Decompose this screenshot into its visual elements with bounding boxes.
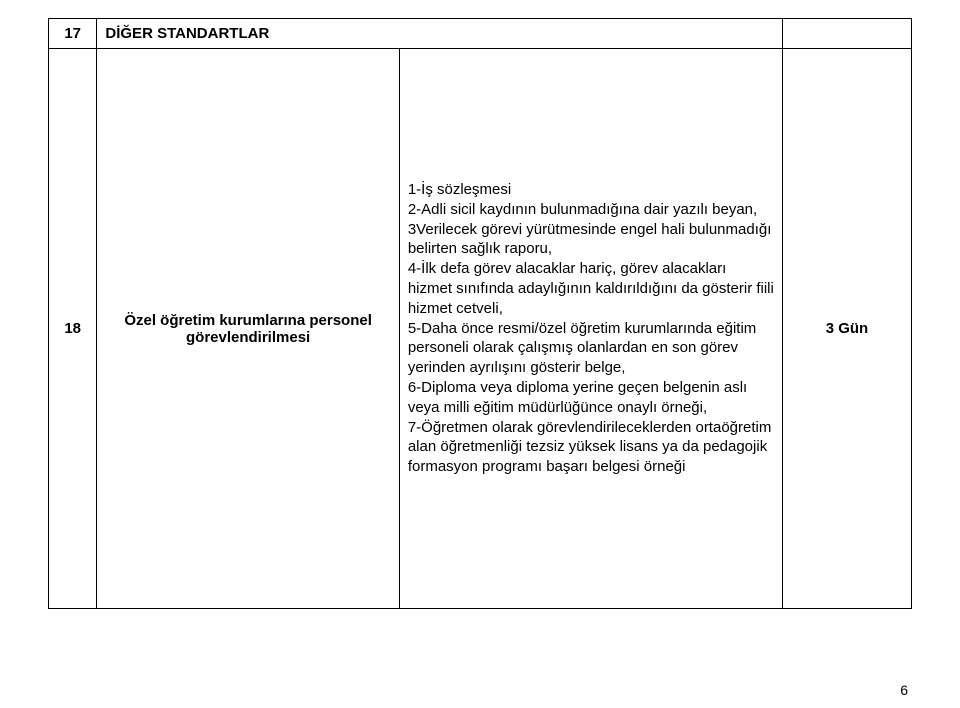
standards-heading: DİĞER STANDARTLAR: [97, 19, 783, 49]
row-18-duration: 3 Gün: [782, 49, 911, 609]
row-17: 17 DİĞER STANDARTLAR: [49, 19, 912, 49]
standards-table: 17 DİĞER STANDARTLAR 18 Özel öğretim kur…: [48, 18, 912, 609]
page: 17 DİĞER STANDARTLAR 18 Özel öğretim kur…: [0, 0, 960, 708]
page-number: 6: [900, 682, 908, 698]
row-18: 18 Özel öğretim kurumlarına personel gör…: [49, 49, 912, 609]
row-17-num: 17: [49, 19, 97, 49]
row-18-num: 18: [49, 49, 97, 609]
row-18-requirements: 1-İş sözleşmesi2-Adli sicil kaydının bul…: [399, 49, 782, 609]
row-17-duration: [782, 19, 911, 49]
row-18-task: Özel öğretim kurumlarına personel görevl…: [97, 49, 399, 609]
row-18-requirements-text: 1-İş sözleşmesi2-Adli sicil kaydının bul…: [408, 180, 774, 477]
